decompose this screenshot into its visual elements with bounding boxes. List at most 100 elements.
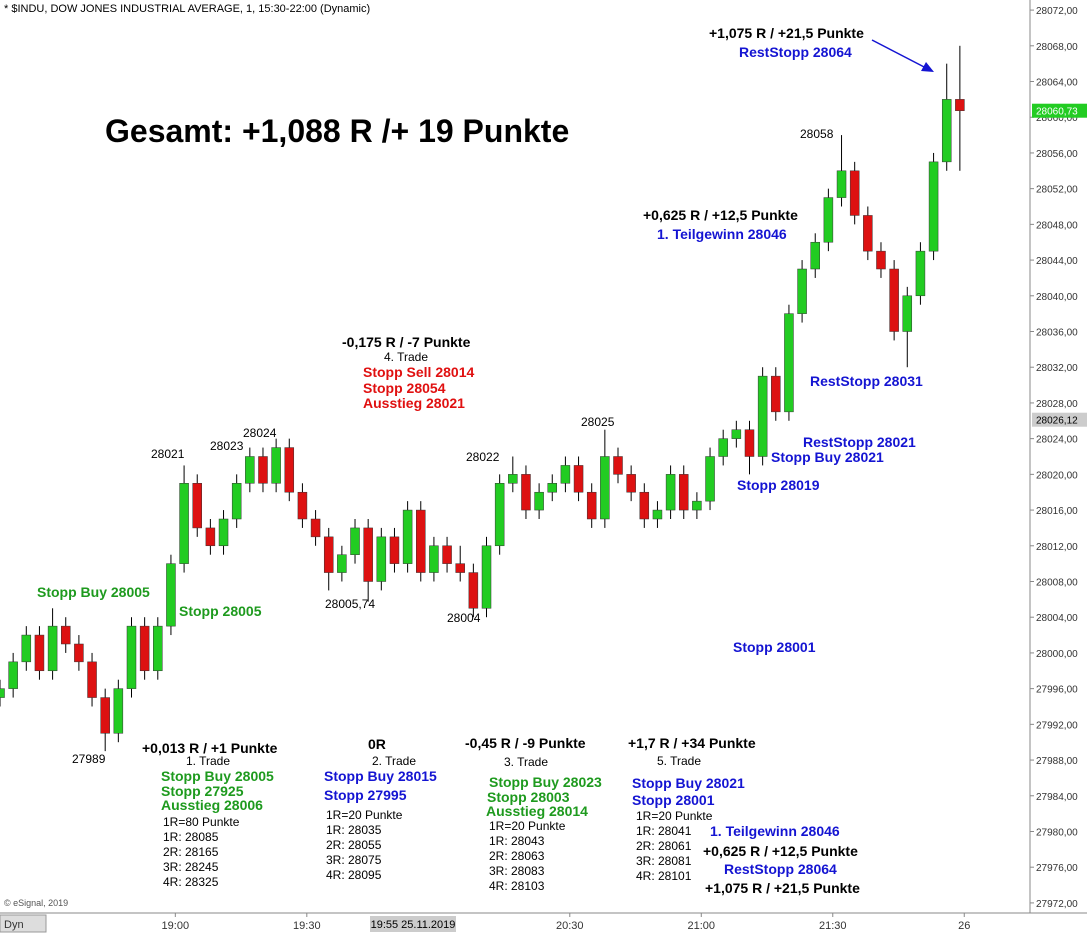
candle-body <box>613 456 623 475</box>
annotation: RestStopp 28064 <box>724 861 837 877</box>
annotation: Stopp Buy 28021 <box>632 775 745 791</box>
candle-body <box>941 99 952 163</box>
annotation: RestStopp 28064 <box>739 44 852 60</box>
annotation: 3R: 28083 <box>489 864 545 878</box>
annotation: 28058 <box>800 127 834 141</box>
candle-body <box>179 483 189 564</box>
candle-body <box>508 474 518 484</box>
candle-body <box>928 161 939 252</box>
candle-body <box>100 697 110 734</box>
candle-body <box>692 500 702 511</box>
candle-body <box>560 465 571 484</box>
candle-body <box>87 661 97 698</box>
annotation: Stopp 27995 <box>324 787 407 803</box>
annotation: 27989 <box>72 752 106 766</box>
annotation: 1R: 28035 <box>326 823 382 837</box>
y-tick-label: 28020,00 <box>1036 470 1078 481</box>
y-tick-label: 27984,00 <box>1036 792 1078 803</box>
candle-body <box>876 250 886 270</box>
candle-body <box>705 456 715 502</box>
annotation: 28024 <box>243 426 277 440</box>
candle-body <box>310 518 321 538</box>
candle-body <box>665 474 676 511</box>
cursor-label-box <box>370 916 456 932</box>
candle-body <box>731 429 742 439</box>
x-tick-label: 19:30 <box>293 920 321 932</box>
annotation: -0,45 R / -9 Punkte <box>465 735 586 751</box>
annotation: 28004 <box>447 611 481 625</box>
candle-body <box>245 456 255 484</box>
x-tick-label: 21:30 <box>819 920 847 932</box>
cursor-label: 19:55 25.11.2019 <box>371 919 456 931</box>
candle-body <box>586 491 597 520</box>
candle-body <box>258 456 268 484</box>
annotation: 1. Teilgewinn 28046 <box>657 226 787 242</box>
annotation: 0R <box>368 736 386 752</box>
annotation: 28005,74 <box>325 597 376 611</box>
candle-body <box>744 429 755 457</box>
candle-body <box>442 545 452 564</box>
annotation: 1R: 28041 <box>636 824 692 838</box>
annotation: 1R=20 Punkte <box>636 809 713 823</box>
annotation: RestStopp 28031 <box>810 373 923 389</box>
annotation: RestStopp 28021 <box>803 434 916 450</box>
annotation: 2. Trade <box>372 754 417 768</box>
annotation: +0,625 R / +12,5 Punkte <box>703 843 858 859</box>
annotation: 1R: 28043 <box>489 834 545 848</box>
y-tick-label: 28048,00 <box>1036 220 1078 231</box>
annotation: 5. Trade <box>657 754 702 768</box>
copyright: © eSignal, 2019 <box>4 898 68 908</box>
candle-body <box>823 197 834 243</box>
x-tick-label: 26 <box>958 920 970 932</box>
y-tick-label: 28024,00 <box>1036 435 1078 446</box>
y-tick-label: 28000,00 <box>1036 649 1078 660</box>
candle-body <box>153 625 163 672</box>
candle-body <box>166 563 176 627</box>
annotation: Stopp Sell 28014 <box>363 364 475 380</box>
candle-body <box>60 625 71 645</box>
y-tick-label: 28044,00 <box>1036 256 1078 267</box>
annotation: 3R: 28245 <box>163 860 219 874</box>
annotation: 28022 <box>466 450 500 464</box>
candle-body <box>468 572 479 609</box>
candle-body <box>534 491 544 511</box>
candle-body <box>889 268 899 332</box>
candle-body <box>218 518 229 547</box>
candle-body <box>8 661 18 689</box>
annotation: 28021 <box>151 447 185 461</box>
y-tick-label: 27976,00 <box>1036 863 1078 874</box>
candle-body <box>652 509 663 520</box>
candle-body <box>284 447 295 493</box>
marker_price-box <box>1032 412 1087 427</box>
candle-body <box>350 527 360 555</box>
annotation: Ausstieg 28014 <box>486 803 588 819</box>
annotation: Stopp 28054 <box>363 380 446 396</box>
plot-area <box>0 0 1030 913</box>
annotation: +1,075 R / +21,5 Punkte <box>705 880 860 896</box>
y-tick-label: 27996,00 <box>1036 685 1078 696</box>
annotation: +0,013 R / +1 Punkte <box>142 740 278 756</box>
candle-body <box>600 456 610 520</box>
candle-body <box>126 625 137 689</box>
dyn-button-label[interactable]: Dyn <box>4 919 24 931</box>
annotation: +1,075 R / +21,5 Punkte <box>709 25 864 41</box>
arrow-head <box>921 62 934 72</box>
candle-body <box>455 563 465 573</box>
annotation: 3R: 28081 <box>636 854 692 868</box>
annotation: 3R: 28075 <box>326 853 382 867</box>
candle-body <box>902 295 913 332</box>
candle-body <box>757 375 768 457</box>
chart-header: * $INDU, DOW JONES INDUSTRIAL AVERAGE, 1… <box>4 3 370 15</box>
y-tick-label: 28064,00 <box>1036 78 1078 89</box>
annotation: 2R: 28061 <box>636 839 692 853</box>
candle-body <box>337 554 347 573</box>
annotation: Stopp Buy 28023 <box>489 774 602 790</box>
candle-body <box>231 483 242 520</box>
candle-body <box>547 483 558 493</box>
annotation: Stopp 28001 <box>632 792 715 808</box>
annotation: Ausstieg 28021 <box>363 395 465 411</box>
candle-body <box>297 491 308 520</box>
annotation: +0,625 R / +12,5 Punkte <box>643 207 798 223</box>
dyn-button[interactable] <box>0 914 47 933</box>
